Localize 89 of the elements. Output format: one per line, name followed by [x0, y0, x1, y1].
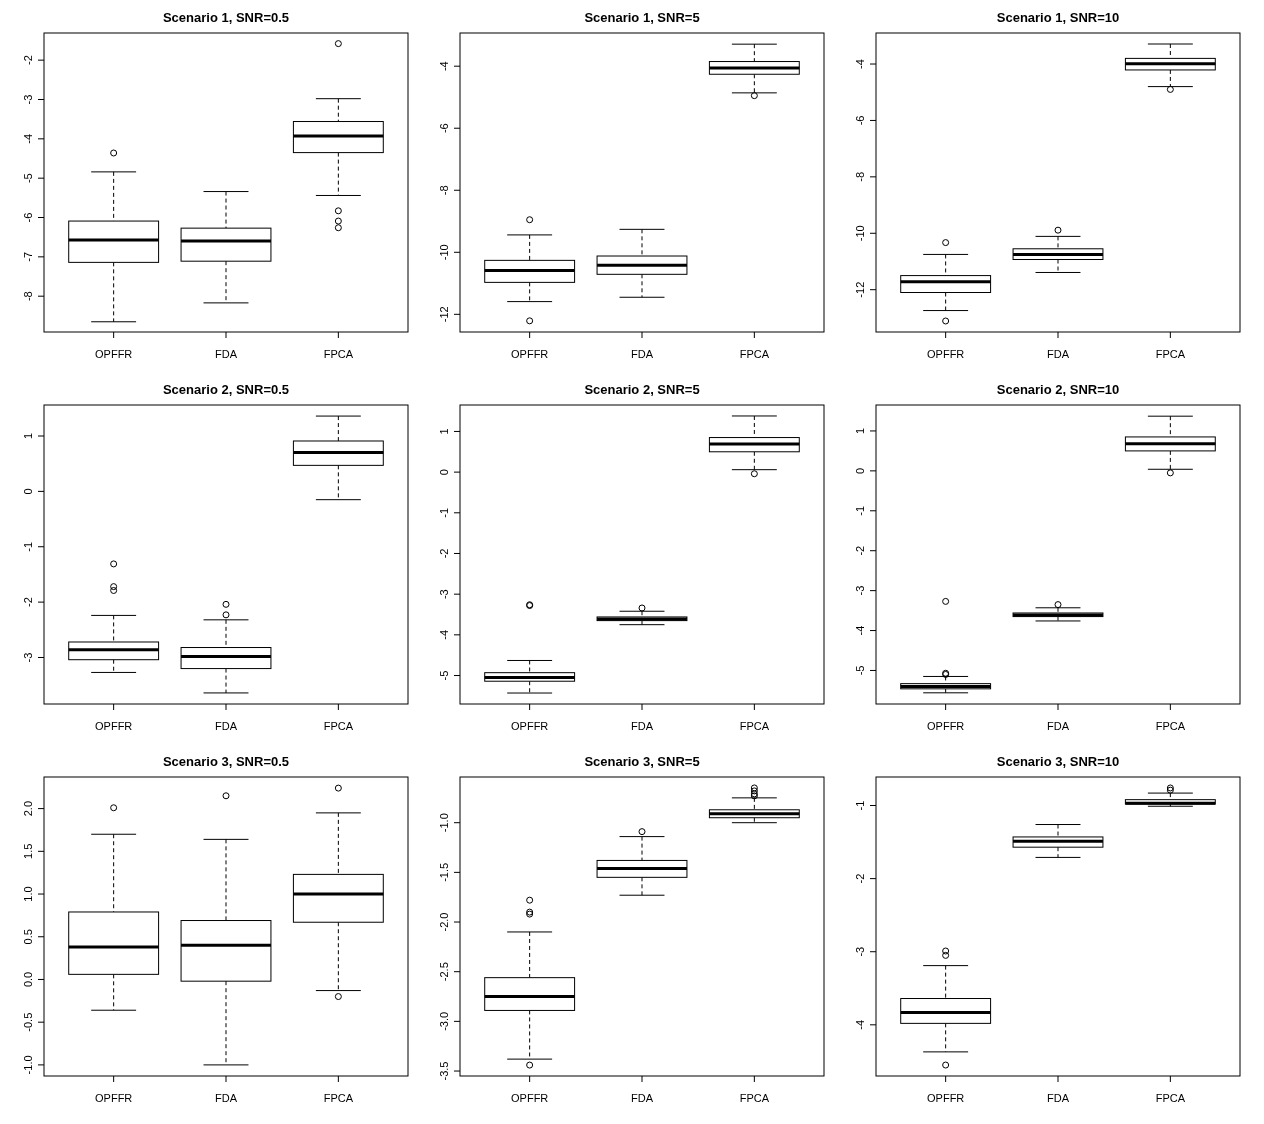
chart-title: Scenario 3, SNR=0.5 [162, 754, 290, 769]
y-tick-label: -4 [854, 625, 866, 636]
y-tick-label: -2 [22, 597, 34, 608]
y-tick-label: -8 [22, 291, 34, 302]
x-tick-label: FDA [631, 348, 654, 360]
chart-title: Scenario 2, SNR=0.5 [162, 382, 290, 397]
x-tick-label: FDA [215, 720, 238, 732]
y-tick-label: -1 [854, 505, 866, 516]
x-tick-label: OPFFR [927, 1092, 965, 1104]
y-tick-label: -6 [854, 115, 866, 126]
y-tick-label: -6 [438, 123, 450, 134]
y-tick-label: -3 [22, 652, 34, 663]
y-tick-label: -0.5 [22, 1012, 34, 1032]
x-tick-label: OPFFR [927, 720, 965, 732]
y-tick-label: -3 [854, 946, 866, 957]
y-tick-label: 0 [22, 488, 34, 495]
y-tick-label: -2 [22, 55, 34, 66]
x-tick-label: FDA [215, 348, 238, 360]
y-tick-label: -5 [438, 670, 450, 681]
x-tick-label: FDA [631, 1092, 654, 1104]
y-tick-label: -1.5 [438, 862, 450, 882]
y-tick-label: -3 [438, 589, 450, 600]
y-tick-label: -1 [438, 507, 450, 518]
y-tick-label: -3.5 [438, 1061, 450, 1081]
y-tick-label: -10 [854, 225, 866, 242]
x-tick-label: FPCA [739, 1092, 770, 1104]
y-tick-label: -4 [22, 133, 34, 144]
x-tick-label: FPCA [323, 720, 354, 732]
y-tick-label: -7 [22, 251, 34, 262]
y-tick-label: 1 [854, 427, 866, 435]
x-tick-label: FDA [631, 720, 654, 732]
y-tick-label: -4 [854, 59, 866, 69]
x-tick-label: FPCA [1155, 348, 1186, 360]
x-tick-label: FDA [1047, 1092, 1070, 1104]
y-tick-label: -1.0 [22, 1055, 34, 1075]
y-tick-label: -2 [438, 548, 450, 559]
chart-title: Scenario 1, SNR=5 [584, 10, 700, 25]
y-tick-label: 0.5 [22, 929, 34, 945]
x-tick-label: OPFFR [511, 1092, 549, 1104]
chart-title: Scenario 2, SNR=5 [584, 382, 700, 397]
y-tick-label: -2.5 [438, 962, 450, 982]
chart-title: Scenario 3, SNR=10 [996, 754, 1120, 769]
y-tick-label: -3 [854, 585, 866, 596]
y-tick-label: -3.0 [438, 1011, 450, 1031]
y-tick-label: 1.5 [22, 843, 34, 859]
x-tick-label: FDA [1047, 720, 1070, 732]
y-tick-label: -2.0 [438, 912, 450, 932]
x-tick-label: OPFFR [95, 1092, 133, 1104]
x-tick-label: OPFFR [95, 348, 133, 360]
x-tick-label: FPCA [323, 1092, 354, 1104]
y-tick-label: 0 [854, 467, 866, 474]
y-tick-label: 1 [22, 432, 34, 440]
x-tick-label: FDA [215, 1092, 238, 1104]
y-tick-label: -1.0 [438, 813, 450, 833]
y-tick-label: -8 [854, 171, 866, 182]
x-tick-label: FDA [1047, 348, 1070, 360]
y-tick-label: 2.0 [22, 800, 34, 817]
y-tick-label: -2 [854, 873, 866, 884]
x-tick-label: OPFFR [927, 348, 965, 360]
y-tick-label: -5 [22, 173, 34, 184]
y-tick-label: -1 [854, 800, 866, 811]
chart-title: Scenario 3, SNR=5 [584, 754, 700, 769]
y-tick-label: -10 [438, 244, 450, 261]
chart-title: Scenario 1, SNR=0.5 [162, 10, 290, 25]
chart-title: Scenario 1, SNR=10 [996, 10, 1120, 25]
x-tick-label: OPFFR [511, 348, 549, 360]
x-tick-label: FPCA [1155, 720, 1186, 732]
x-tick-label: FPCA [1155, 1092, 1186, 1104]
y-tick-label: 0.0 [22, 971, 34, 988]
y-tick-label: 1 [438, 428, 450, 435]
y-tick-label: 1.0 [22, 886, 34, 902]
x-tick-label: FPCA [739, 348, 770, 360]
y-tick-label: -12 [438, 306, 450, 323]
x-tick-label: FPCA [739, 720, 770, 732]
y-tick-label: -12 [854, 281, 866, 298]
x-tick-label: FPCA [323, 348, 354, 360]
x-tick-label: OPFFR [95, 720, 133, 732]
y-tick-label: -3 [22, 94, 34, 105]
y-tick-label: -4 [438, 61, 450, 72]
y-tick-label: -6 [22, 212, 34, 223]
y-tick-label: -1 [22, 541, 34, 552]
y-tick-label: -5 [854, 665, 866, 676]
y-tick-label: 0 [438, 469, 450, 476]
chart-title: Scenario 2, SNR=10 [996, 382, 1120, 397]
y-tick-label: -8 [438, 185, 450, 196]
y-tick-label: -4 [854, 1019, 866, 1030]
y-tick-label: -4 [438, 629, 450, 640]
y-tick-label: -2 [854, 545, 866, 556]
x-tick-label: OPFFR [511, 720, 549, 732]
